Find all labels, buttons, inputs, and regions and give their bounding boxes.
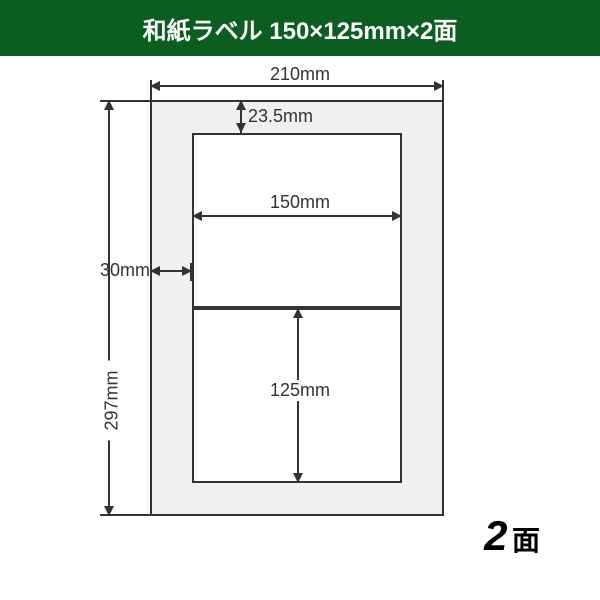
label-rect-1: [192, 133, 402, 308]
dim-line-label-width: [192, 215, 402, 217]
arrow-icon: [293, 308, 303, 318]
face-count-suffix: 面: [512, 525, 540, 556]
header-banner: 和紙ラベル 150×125mm×2面: [0, 0, 600, 56]
dim-label-width: 150mm: [260, 192, 340, 213]
dim-line-sheet-height: [108, 100, 110, 516]
arrow-icon: [392, 211, 402, 221]
dim-sheet-width: 210mm: [260, 64, 340, 85]
arrow-icon: [182, 266, 192, 276]
arrow-icon: [150, 81, 160, 91]
dim-sheet-height: 297mm: [102, 361, 123, 441]
arrow-icon: [236, 123, 246, 133]
arrow-icon: [192, 211, 202, 221]
dim-margin-top: 23.5mm: [248, 106, 313, 127]
diagram-area: 210mm 23.5mm 150mm 30mm 125mm 297mm 2 面: [0, 70, 600, 600]
face-count-number: 2: [484, 512, 507, 559]
face-count: 2 面: [484, 512, 540, 560]
arrow-icon: [293, 473, 303, 483]
header-title: 和紙ラベル 150×125mm×2面: [143, 11, 458, 46]
arrow-icon: [104, 506, 114, 516]
arrow-icon: [236, 100, 246, 110]
arrow-icon: [104, 100, 114, 110]
dim-label-height: 125mm: [260, 380, 340, 401]
dim-line-sheet-width: [150, 85, 444, 87]
arrow-icon: [150, 266, 160, 276]
arrow-icon: [434, 81, 444, 91]
